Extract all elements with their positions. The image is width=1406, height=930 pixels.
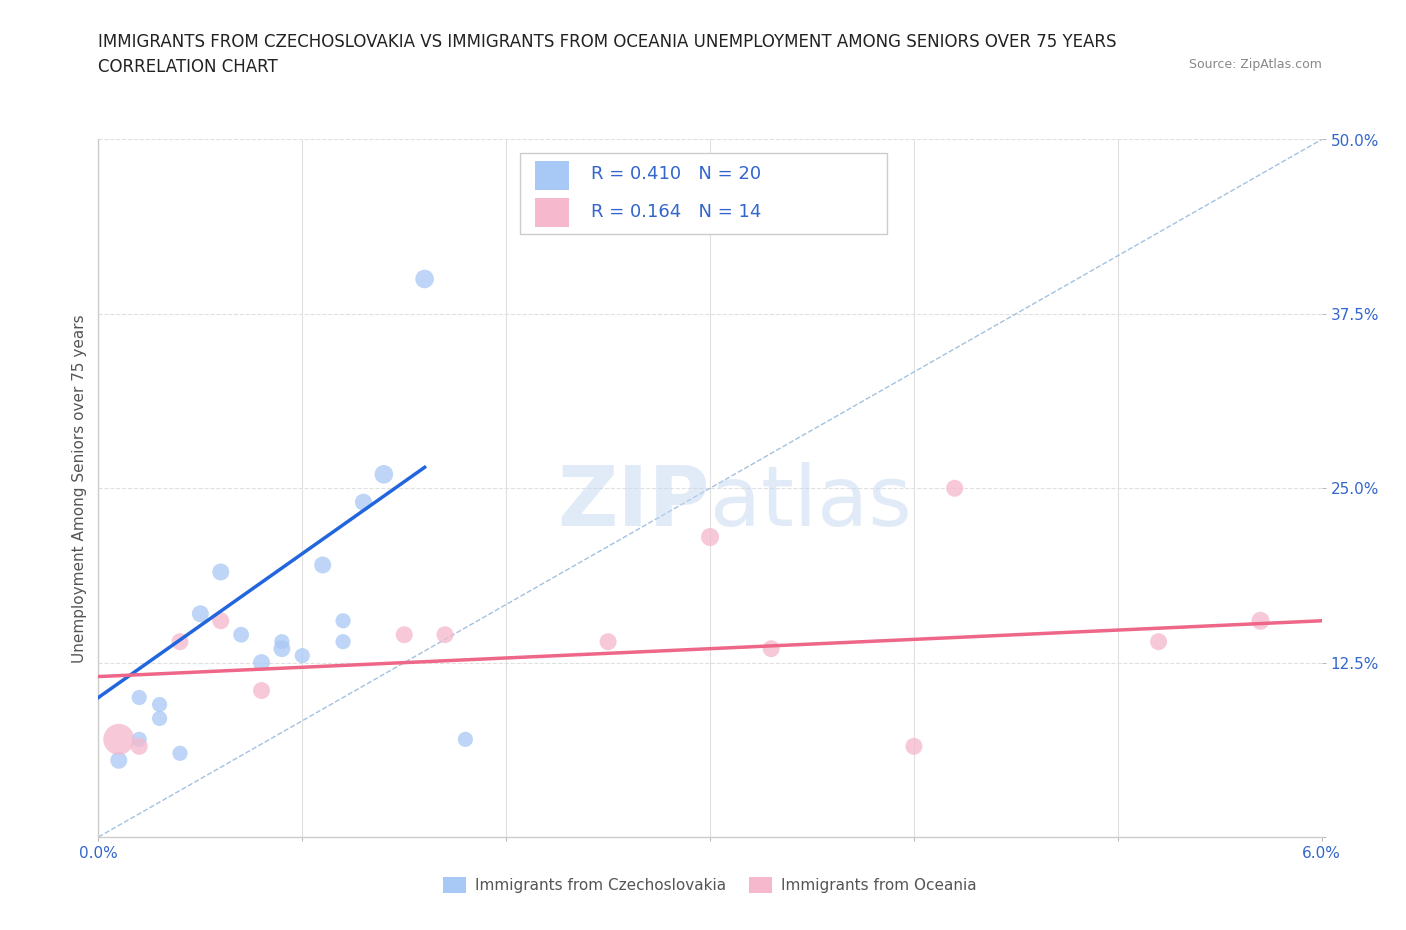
Point — [699, 530, 721, 545]
Point — [209, 565, 232, 579]
Point — [392, 628, 416, 643]
Point — [250, 655, 273, 670]
Point — [413, 272, 436, 286]
Point — [149, 711, 172, 725]
Text: ZIP: ZIP — [558, 461, 710, 543]
Point — [332, 614, 354, 629]
Point — [270, 642, 292, 657]
Y-axis label: Unemployment Among Seniors over 75 years: Unemployment Among Seniors over 75 years — [72, 314, 87, 662]
FancyBboxPatch shape — [536, 161, 569, 191]
Point — [291, 648, 314, 663]
FancyBboxPatch shape — [536, 198, 569, 227]
Point — [270, 634, 292, 649]
Point — [761, 642, 783, 657]
Point — [1147, 634, 1170, 649]
Text: IMMIGRANTS FROM CZECHOSLOVAKIA VS IMMIGRANTS FROM OCEANIA UNEMPLOYMENT AMONG SEN: IMMIGRANTS FROM CZECHOSLOVAKIA VS IMMIGR… — [98, 33, 1116, 50]
Point — [169, 746, 191, 761]
Text: R = 0.164   N = 14: R = 0.164 N = 14 — [592, 203, 762, 221]
Point — [231, 628, 253, 643]
Point — [169, 634, 191, 649]
Point — [454, 732, 477, 747]
Point — [433, 628, 456, 643]
Text: atlas: atlas — [710, 461, 911, 543]
Point — [598, 634, 620, 649]
Point — [943, 481, 966, 496]
Point — [128, 732, 150, 747]
Text: Source: ZipAtlas.com: Source: ZipAtlas.com — [1188, 58, 1322, 71]
Text: CORRELATION CHART: CORRELATION CHART — [98, 58, 278, 75]
Point — [108, 753, 131, 768]
Text: R = 0.410   N = 20: R = 0.410 N = 20 — [592, 165, 762, 182]
Point — [352, 495, 374, 510]
Point — [1249, 614, 1271, 629]
Point — [332, 634, 354, 649]
Point — [128, 738, 150, 753]
Point — [373, 467, 395, 482]
Point — [250, 683, 273, 698]
Point — [311, 558, 335, 573]
Point — [188, 606, 212, 621]
Point — [149, 698, 172, 712]
Point — [108, 732, 131, 747]
Point — [209, 614, 232, 629]
Point — [903, 738, 925, 753]
FancyBboxPatch shape — [520, 153, 887, 233]
Legend: Immigrants from Czechoslovakia, Immigrants from Oceania: Immigrants from Czechoslovakia, Immigran… — [437, 870, 983, 899]
Point — [128, 690, 150, 705]
